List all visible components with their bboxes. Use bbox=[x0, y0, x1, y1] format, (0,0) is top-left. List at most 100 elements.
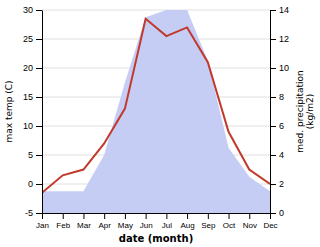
y2-tick: 10 bbox=[270, 63, 289, 73]
tick-mark bbox=[83, 213, 84, 219]
tick-label: 0 bbox=[28, 179, 33, 189]
y-tick: -5 bbox=[25, 208, 42, 218]
tick-label: Nov bbox=[243, 221, 257, 230]
x-axis-title: date (month) bbox=[119, 233, 193, 244]
x-tick: Aug bbox=[180, 213, 194, 230]
tick-mark bbox=[42, 213, 43, 219]
tick-label: 2 bbox=[279, 179, 284, 189]
tick-mark bbox=[166, 213, 167, 219]
tick-mark bbox=[36, 97, 42, 98]
temperature-line bbox=[42, 19, 270, 193]
tick-mark bbox=[249, 213, 250, 219]
x-axis: Jan Feb Mar Apr May Jun Jul Aug Sep Oct Nov Dec bbox=[36, 213, 278, 230]
y2-tick: 8 bbox=[270, 92, 284, 102]
tick-label: Feb bbox=[56, 221, 70, 230]
tick-label: Sep bbox=[201, 221, 216, 230]
tick-mark bbox=[146, 213, 147, 219]
tick-mark bbox=[270, 68, 276, 69]
marks bbox=[42, 10, 270, 213]
tick-label: Dec bbox=[263, 221, 277, 230]
tick-label: Aug bbox=[180, 221, 194, 230]
grid-line bbox=[42, 10, 270, 11]
tick-label: Apr bbox=[98, 221, 111, 230]
tick-mark bbox=[270, 10, 276, 11]
tick-label: 0 bbox=[279, 208, 284, 218]
y2-tick: 6 bbox=[270, 121, 284, 131]
x-tick: Nov bbox=[243, 213, 257, 230]
x-tick: Mar bbox=[77, 213, 91, 230]
chart: Jan Feb Mar Apr May Jun Jul Aug Sep Oct Nov Dec -5 0 5… bbox=[0, 0, 320, 247]
tick-mark bbox=[36, 10, 42, 11]
tick-mark bbox=[36, 39, 42, 40]
tick-label: 14 bbox=[279, 5, 289, 15]
y-tick: 25 bbox=[23, 34, 42, 44]
tick-mark bbox=[208, 213, 209, 219]
tick-mark bbox=[270, 39, 276, 40]
x-tick: Dec bbox=[263, 213, 277, 230]
tick-label: 8 bbox=[279, 92, 284, 102]
y-tick: 5 bbox=[28, 150, 42, 160]
precipitation-area bbox=[42, 10, 270, 213]
y-axis-title: max temp (C) bbox=[4, 80, 14, 142]
tick-label: Mar bbox=[77, 221, 91, 230]
y2-tick: 14 bbox=[270, 5, 289, 15]
x-tick: Jul bbox=[162, 213, 172, 230]
tick-label: 15 bbox=[23, 92, 33, 102]
tick-label: Jul bbox=[162, 221, 172, 230]
tick-label: 6 bbox=[279, 121, 284, 131]
x-tick: Jun bbox=[140, 213, 153, 230]
tick-mark bbox=[36, 184, 42, 185]
tick-mark bbox=[125, 213, 126, 219]
x-tick: Apr bbox=[98, 213, 111, 230]
tick-mark bbox=[270, 155, 276, 156]
y2-tick: 12 bbox=[270, 34, 289, 44]
tick-label: Oct bbox=[223, 221, 236, 230]
axis-line bbox=[43, 213, 271, 214]
y2-axis: 0 2 4 6 8 10 12 14 bbox=[270, 5, 289, 218]
tick-label: 4 bbox=[279, 150, 284, 160]
axis-line bbox=[270, 11, 271, 214]
tick-mark bbox=[270, 97, 276, 98]
tick-mark bbox=[270, 126, 276, 127]
tick-label: 10 bbox=[23, 121, 33, 131]
plot: Jan Feb Mar Apr May Jun Jul Aug Sep Oct Nov Dec -5 0 5… bbox=[4, 5, 316, 244]
x-tick: Sep bbox=[201, 213, 216, 230]
tick-label: Jan bbox=[36, 221, 49, 230]
y-tick: 10 bbox=[23, 121, 42, 131]
y2-axis-title: med. precipitation(kg/m2) bbox=[295, 70, 315, 152]
x-tick: Oct bbox=[223, 213, 236, 230]
y2-axis-title-line: (kg/m2) bbox=[306, 94, 316, 129]
y2-tick: 0 bbox=[270, 208, 284, 218]
x-tick: May bbox=[118, 213, 133, 230]
tick-mark bbox=[187, 213, 188, 219]
tick-label: 10 bbox=[279, 63, 289, 73]
y-tick: 0 bbox=[28, 179, 42, 189]
y2-tick: 2 bbox=[270, 179, 284, 189]
tick-label: 30 bbox=[23, 5, 33, 15]
tick-mark bbox=[36, 213, 42, 214]
tick-label: 12 bbox=[279, 34, 289, 44]
tick-label: -5 bbox=[25, 208, 33, 218]
tick-label: 25 bbox=[23, 34, 33, 44]
tick-mark bbox=[104, 213, 105, 219]
grid bbox=[42, 10, 270, 213]
tick-label: Jun bbox=[140, 221, 153, 230]
tick-mark bbox=[270, 184, 276, 185]
x-tick: Feb bbox=[56, 213, 70, 230]
tick-label: 20 bbox=[23, 63, 33, 73]
tick-mark bbox=[229, 213, 230, 219]
y-tick: 20 bbox=[23, 63, 42, 73]
y-tick: 15 bbox=[23, 92, 42, 102]
tick-mark bbox=[36, 126, 42, 127]
y-tick: 30 bbox=[23, 5, 42, 15]
y2-axis-title-line: med. precipitation bbox=[295, 70, 305, 152]
tick-mark bbox=[63, 213, 64, 219]
x-tick: Jan bbox=[36, 213, 49, 230]
tick-label: May bbox=[118, 221, 133, 230]
y-axis: -5 0 5 10 15 20 25 30 bbox=[23, 5, 43, 218]
tick-mark bbox=[36, 155, 42, 156]
axis-line bbox=[42, 11, 43, 214]
tick-label: 5 bbox=[28, 150, 33, 160]
y2-tick: 4 bbox=[270, 150, 284, 160]
tick-mark bbox=[270, 213, 276, 214]
